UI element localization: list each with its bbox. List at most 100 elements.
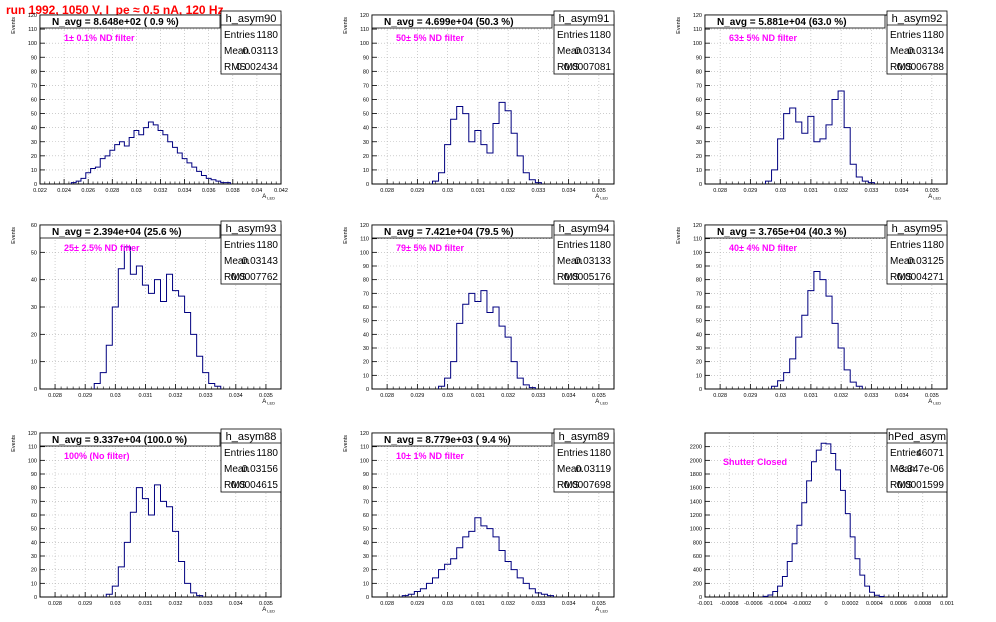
histogram-bin xyxy=(862,181,868,184)
y-tick-label: 60 xyxy=(696,305,702,311)
y-tick-label: 0 xyxy=(366,182,369,188)
histogram-bin xyxy=(197,596,203,597)
histogram-bin xyxy=(826,296,832,389)
x-tick-label: 0.033 xyxy=(531,393,545,399)
stats-label-rms: RMS xyxy=(224,272,247,283)
stats-value-mean: 0.03156 xyxy=(242,464,279,475)
histogram-bin xyxy=(203,373,209,389)
histogram-panel-hPed_asym: -0.001 -0.0008 -0.0006 -0.0004 -0.0002 0 0.000… xyxy=(690,428,954,607)
histogram-bin xyxy=(529,589,535,597)
stats-value-mean: -3.347e-06 xyxy=(896,464,945,475)
histogram-bin xyxy=(185,312,191,389)
stats-value-entries: 46071 xyxy=(916,448,944,459)
histogram-bin xyxy=(541,594,547,597)
stats-value-rms: 0.0004615 xyxy=(231,480,279,491)
stats-label-rms: RMS xyxy=(557,272,580,283)
y-tick-label: 0 xyxy=(34,595,37,601)
histogram-bin xyxy=(414,592,420,597)
histogram-bin xyxy=(766,181,772,184)
stats-label-rms: RMS xyxy=(890,480,913,491)
histogram-bin xyxy=(826,444,831,597)
filter-annotation: 50± 5% ND filter xyxy=(396,33,464,43)
y-tick-label: 30 xyxy=(31,305,37,311)
y-tick-label: 80 xyxy=(696,69,702,75)
histogram-bin xyxy=(463,304,469,389)
y-tick-label: 60 xyxy=(696,98,702,104)
histogram-bin xyxy=(106,594,112,597)
y-tick-label: 2000 xyxy=(690,458,702,464)
y-axis-title: Events xyxy=(343,435,349,452)
stats-value-mean: 0.03143 xyxy=(242,256,279,267)
histogram-bin xyxy=(523,173,529,184)
y-tick-label: 40 xyxy=(31,278,37,284)
x-tick-label: 0.026 xyxy=(81,188,95,194)
histogram-bin xyxy=(797,525,802,597)
stats-label-entries: Entries xyxy=(890,448,921,459)
y-tick-label: 100 xyxy=(693,250,702,256)
y-tick-label: 50 xyxy=(363,319,369,325)
histogram-bin xyxy=(182,159,187,184)
histogram-panel-h_asym88: 0.028 0.029 0.03 0.031 0.032 0.033 0.034 0.035 0… xyxy=(11,428,282,614)
x-tick-label: 0.032 xyxy=(834,393,848,399)
x-tick-label: 0.034 xyxy=(895,188,909,194)
y-tick-label: 40 xyxy=(363,332,369,338)
x-tick-label: 0.029 xyxy=(410,188,424,194)
stats-label-rms: RMS xyxy=(890,272,913,283)
histogram-bin xyxy=(844,370,850,389)
x-tick-label: 0.033 xyxy=(199,601,213,607)
y-tick-label: 0 xyxy=(366,387,369,393)
stats-value-rms: 0.0004271 xyxy=(897,272,945,283)
histogram-bin xyxy=(773,592,778,597)
y-tick-label: 0 xyxy=(34,182,37,188)
y-tick-label: 50 xyxy=(31,250,37,256)
stats-value-entries: 1180 xyxy=(589,448,611,459)
y-tick-label: 0 xyxy=(699,595,702,601)
histogram-bin xyxy=(154,280,160,389)
y-tick-label: 120 xyxy=(360,13,369,19)
y-tick-label: 0 xyxy=(34,387,37,393)
x-axis-title: ALED xyxy=(262,399,275,406)
y-tick-label: 30 xyxy=(31,140,37,146)
filter-annotation: 1± 0.1% ND filter xyxy=(64,33,135,43)
y-tick-label: 30 xyxy=(363,140,369,146)
histogram-bin xyxy=(451,119,457,184)
stats-box xyxy=(220,10,282,75)
histogram-bin xyxy=(469,142,475,184)
histogram-bin xyxy=(136,266,142,389)
histogram-bin xyxy=(439,386,445,389)
histogram-bin xyxy=(457,323,463,389)
histogram-bin xyxy=(499,102,505,184)
stats-label-mean: Mean xyxy=(890,256,915,267)
stats-label-mean: Mean xyxy=(890,464,915,475)
x-tick-label: 0.028 xyxy=(713,393,727,399)
histogram-bin xyxy=(807,481,812,597)
stats-value-mean: 0.03125 xyxy=(908,256,945,267)
y-tick-label: 50 xyxy=(363,527,369,533)
histogram-bin xyxy=(505,111,511,184)
y-tick-label: 50 xyxy=(31,527,37,533)
histogram-bin xyxy=(124,146,129,184)
x-tick-label: 0.029 xyxy=(78,393,92,399)
x-tick-label: 0.028 xyxy=(48,393,62,399)
y-tick-label: 30 xyxy=(696,346,702,352)
stats-value-entries: 1180 xyxy=(256,240,278,251)
y-tick-label: 30 xyxy=(363,346,369,352)
y-tick-label: 110 xyxy=(360,445,369,451)
histogram-bin xyxy=(855,559,860,597)
histogram-bin xyxy=(865,586,870,597)
y-tick-label: 10 xyxy=(31,168,37,174)
x-tick-label: 0.03 xyxy=(442,188,453,194)
y-tick-label: 40 xyxy=(363,540,369,546)
x-tick-label: 0.031 xyxy=(804,188,818,194)
y-tick-label: 120 xyxy=(28,431,37,437)
x-tick-label: 0.029 xyxy=(743,188,757,194)
histogram-bin xyxy=(191,593,197,597)
histogram-bin xyxy=(445,564,451,597)
histogram-bin xyxy=(167,274,173,389)
y-tick-label: 120 xyxy=(693,13,702,19)
stats-box xyxy=(553,428,615,493)
histogram-bin xyxy=(517,378,523,389)
x-tick-label: 0.031 xyxy=(139,601,153,607)
histogram-bin xyxy=(185,583,191,597)
y-tick-label: 10 xyxy=(696,373,702,379)
